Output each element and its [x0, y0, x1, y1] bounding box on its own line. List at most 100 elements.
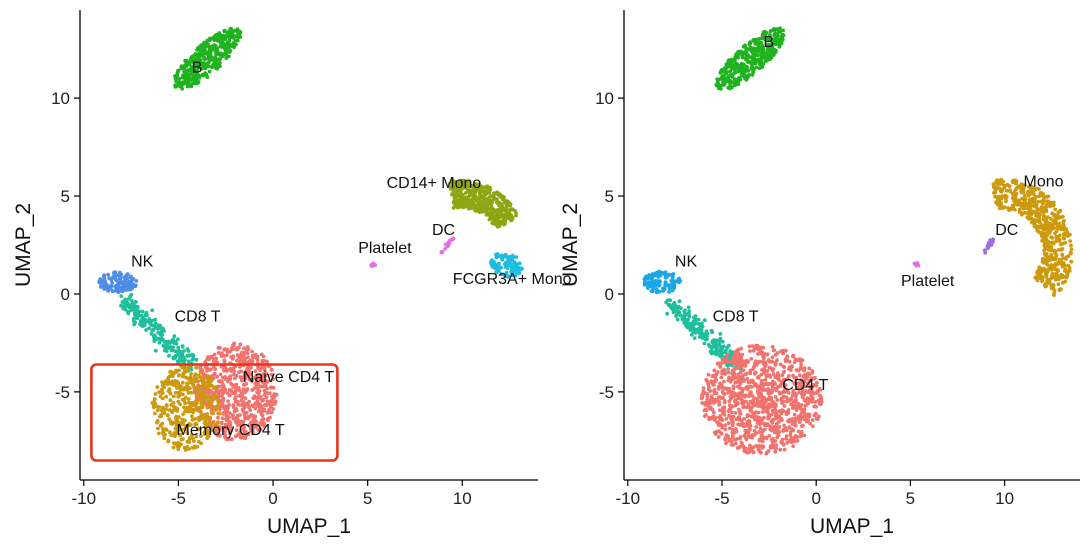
data-point [709, 379, 713, 383]
data-point [738, 411, 742, 415]
data-point [1050, 227, 1054, 231]
data-point [250, 359, 255, 364]
data-point [191, 439, 196, 443]
data-point [996, 194, 1001, 199]
data-point [504, 212, 509, 217]
data-point [1019, 190, 1024, 195]
data-point [371, 261, 376, 266]
data-point [655, 289, 660, 293]
data-point [218, 372, 223, 377]
data-point [216, 403, 221, 408]
data-point [739, 346, 744, 351]
data-point [182, 358, 187, 363]
data-point [747, 450, 751, 455]
data-point [1053, 249, 1058, 254]
data-point [726, 85, 731, 90]
data-point [488, 194, 493, 199]
data-point [205, 405, 210, 410]
data-point [189, 372, 194, 376]
data-point [763, 399, 768, 404]
data-point [453, 180, 458, 185]
data-point [1057, 288, 1062, 292]
data-point [702, 318, 707, 323]
data-point [204, 417, 209, 422]
data-point [794, 408, 799, 412]
data-point [784, 437, 789, 441]
data-point [759, 360, 764, 364]
data-point [727, 426, 732, 431]
data-point [683, 312, 688, 317]
data-point [985, 245, 990, 250]
data-point [1050, 271, 1055, 276]
data-point [476, 182, 481, 187]
data-point [1060, 273, 1065, 278]
data-point [788, 366, 793, 371]
x-tick-label: -10 [615, 489, 640, 508]
data-point [225, 422, 230, 427]
data-point [244, 350, 249, 355]
data-point [249, 365, 253, 370]
data-point [119, 294, 124, 298]
data-point [677, 299, 682, 304]
data-point [206, 355, 211, 359]
x-tick-label: 0 [811, 489, 820, 508]
data-point [687, 314, 692, 319]
data-point [479, 203, 483, 208]
data-point [478, 189, 483, 194]
data-point [799, 362, 804, 367]
data-point [1044, 203, 1049, 208]
cluster-points-b [714, 26, 786, 91]
data-point [449, 187, 453, 191]
data-point [665, 283, 670, 288]
data-point [779, 349, 783, 353]
data-point [191, 353, 196, 358]
data-point [123, 298, 127, 303]
data-point [170, 347, 175, 351]
data-point [768, 445, 773, 449]
data-point [147, 321, 152, 325]
data-point [749, 385, 754, 389]
data-point [157, 390, 162, 395]
data-point [143, 313, 148, 317]
data-point [675, 317, 680, 322]
data-point [1000, 194, 1005, 199]
data-point [744, 359, 749, 364]
data-point [153, 321, 158, 326]
data-point [185, 406, 190, 410]
data-point [741, 387, 745, 392]
data-point [173, 340, 178, 344]
data-point [191, 383, 196, 387]
data-point [804, 415, 809, 419]
data-point [265, 410, 270, 415]
data-point [260, 358, 265, 363]
data-point [704, 377, 709, 382]
data-point [808, 421, 812, 426]
data-point [753, 37, 757, 42]
data-point [168, 370, 173, 374]
data-point [1037, 218, 1042, 223]
data-point [208, 415, 213, 420]
data-point [755, 389, 760, 393]
data-point [490, 213, 495, 218]
data-point [806, 401, 810, 406]
data-point [490, 198, 495, 203]
data-point [723, 436, 728, 440]
data-point [201, 45, 206, 50]
data-point [210, 57, 215, 62]
data-point [677, 276, 681, 281]
data-point [715, 370, 720, 374]
data-point [514, 270, 519, 275]
data-point [1050, 200, 1054, 205]
data-point [1057, 233, 1062, 238]
data-point [728, 379, 733, 384]
data-point [508, 202, 513, 207]
data-point [182, 398, 187, 403]
data-point [1059, 242, 1063, 247]
data-point [717, 342, 722, 347]
data-point [699, 396, 704, 401]
data-point [180, 344, 185, 348]
data-point [181, 373, 186, 378]
data-point [265, 417, 270, 422]
data-point [235, 417, 240, 421]
data-point [1041, 257, 1045, 262]
